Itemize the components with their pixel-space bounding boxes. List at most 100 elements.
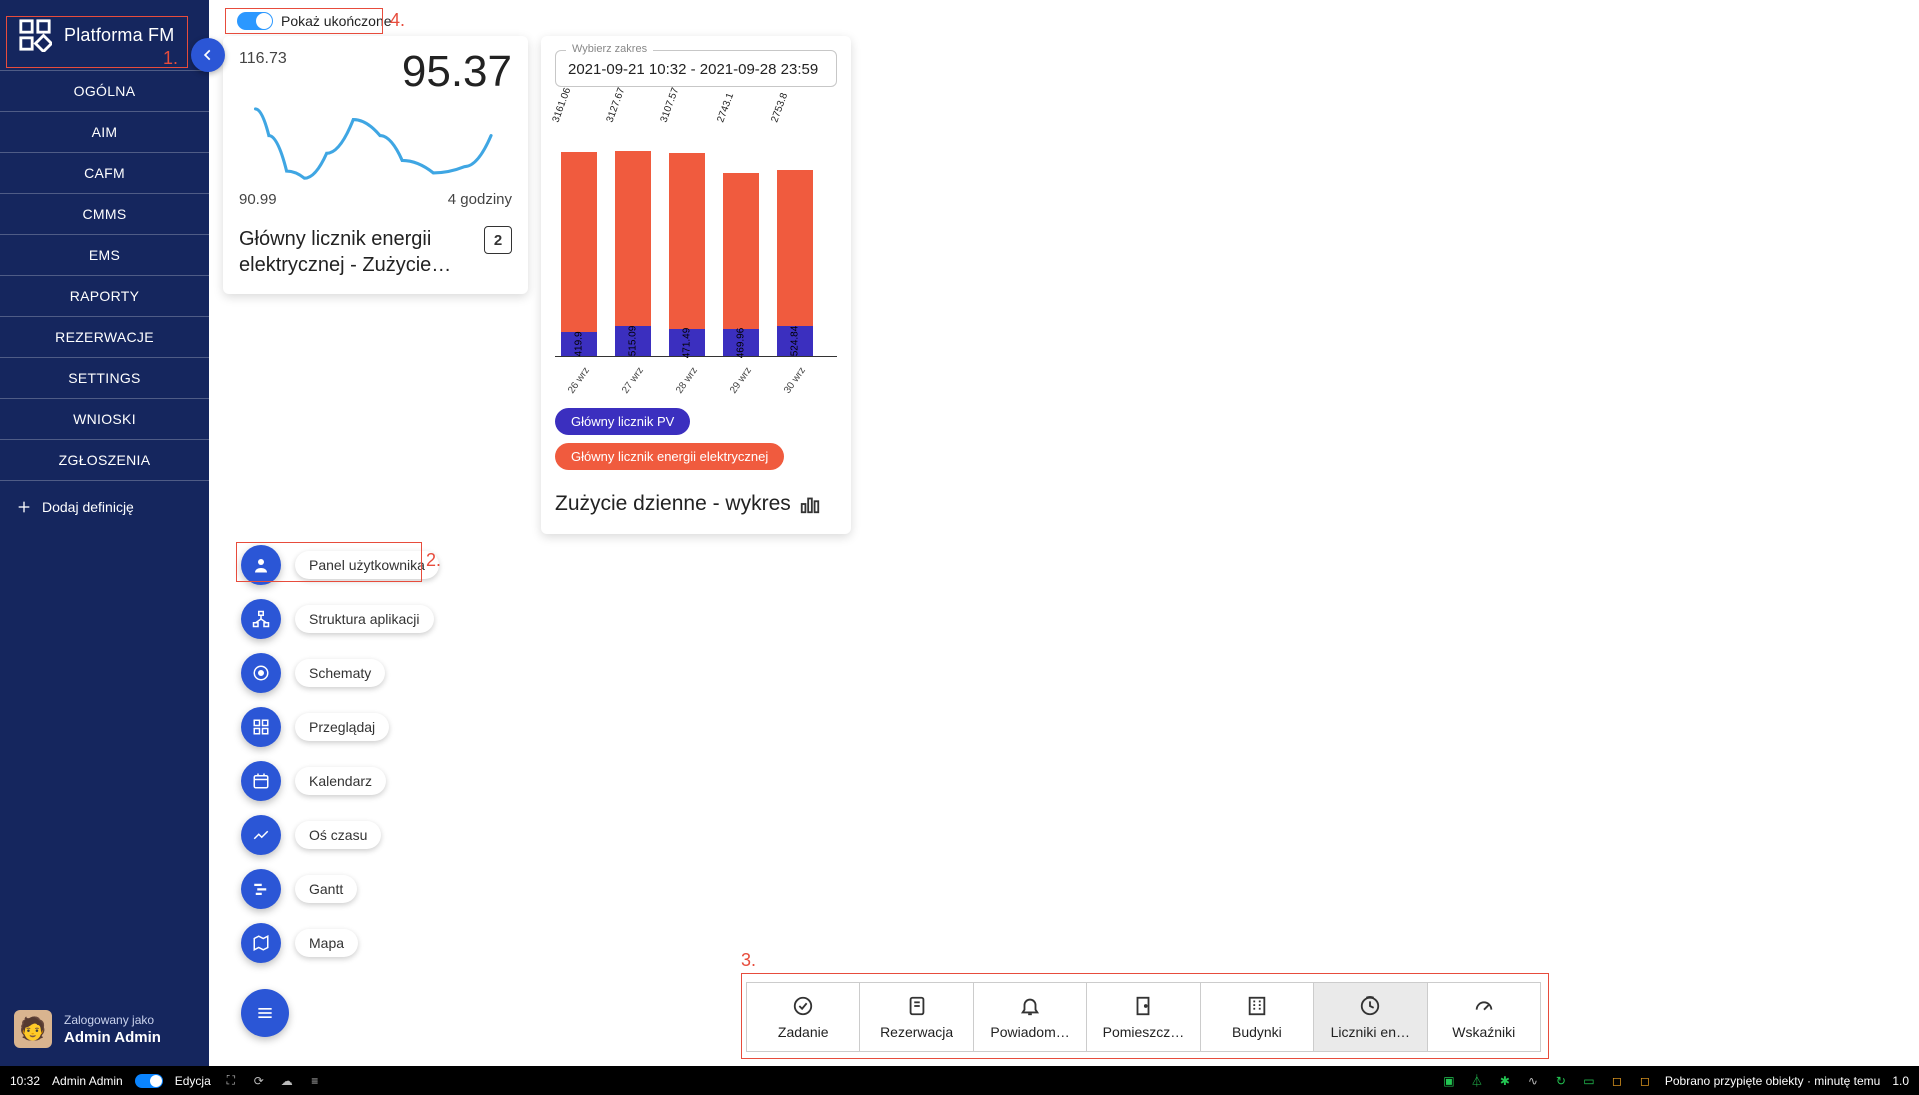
- tab-label: Wskaźniki: [1452, 1024, 1515, 1040]
- timeline-icon: [241, 815, 281, 855]
- fab-schema[interactable]: Schematy: [241, 653, 439, 693]
- tab-meter[interactable]: Liczniki en…: [1314, 983, 1427, 1051]
- sidebar-item-ems[interactable]: EMS: [0, 234, 209, 275]
- cloud-icon[interactable]: ☁: [279, 1073, 295, 1089]
- daily-usage-card[interactable]: Wybierz zakres 2021-09-21 10:32 - 2021-0…: [541, 36, 851, 534]
- tab-label: Powiadom…: [990, 1024, 1069, 1040]
- plus-icon: [16, 499, 32, 515]
- sidebar-item-aim[interactable]: AIM: [0, 111, 209, 152]
- status-time: 10:32: [10, 1074, 40, 1088]
- app-logo-icon: [18, 18, 52, 52]
- toggle-switch-icon: [237, 12, 273, 30]
- range-field-label: Wybierz zakres: [566, 43, 653, 55]
- energy-meter-card[interactable]: 116.73 95.37 90.99 4 godziny Główny licz…: [223, 36, 528, 294]
- sidebar-user[interactable]: 🧑 Zalogowany jako Admin Admin: [0, 998, 209, 1066]
- status-pinned-msg: Pobrano przypięte obiekty · minutę temu: [1665, 1074, 1880, 1088]
- user-logged-as-label: Zalogowany jako: [64, 1013, 161, 1027]
- fab-person[interactable]: Panel użytkownika: [241, 545, 439, 585]
- bar-column: 2743.1469.96: [723, 117, 759, 356]
- tab-building[interactable]: Budynki: [1201, 983, 1314, 1051]
- fab-label: Struktura aplikacji: [295, 605, 434, 633]
- content-area: Pokaż ukończone 116.73 95.37 90.99 4 god…: [209, 0, 1919, 1066]
- bar-column: 3161.06419.9: [561, 117, 597, 356]
- bars-card-title: Zużycie dzienne - wykres: [555, 492, 791, 516]
- annotation-1: 1.: [163, 48, 178, 69]
- tree-icon: [241, 599, 281, 639]
- chevron-left-icon: [201, 48, 215, 62]
- card-filter-icon[interactable]: 2: [484, 226, 512, 254]
- sidebar-item-ogólna[interactable]: OGÓLNA: [0, 70, 209, 111]
- status-icon-link: ∿: [1525, 1073, 1541, 1089]
- fab-label: Panel użytkownika: [295, 551, 439, 579]
- edit-mode-toggle[interactable]: [135, 1074, 163, 1088]
- meter-icon: [1359, 995, 1381, 1020]
- tab-label: Pomieszcz…: [1103, 1024, 1185, 1040]
- tab-door[interactable]: Pomieszcz…: [1087, 983, 1200, 1051]
- list-icon[interactable]: ≡: [307, 1073, 323, 1089]
- legend-chip[interactable]: Główny licznik energii elektrycznej: [555, 443, 784, 470]
- tab-check[interactable]: Zadanie: [747, 983, 860, 1051]
- sidebar-item-zgłoszenia[interactable]: ZGŁOSZENIA: [0, 439, 209, 481]
- add-definition-label: Dodaj definicję: [42, 499, 134, 515]
- status-icon-warn2: ◻: [1637, 1073, 1653, 1089]
- sidebar-item-raporty[interactable]: RAPORTY: [0, 275, 209, 316]
- status-bar: 10:32 Admin Admin Edycja ⛶ ⟳ ☁ ≡ ▣ ⏃ ✱ ∿…: [0, 1066, 1919, 1095]
- tab-label: Liczniki en…: [1331, 1024, 1410, 1040]
- fab-map[interactable]: Mapa: [241, 923, 439, 963]
- fab-label: Gantt: [295, 875, 357, 903]
- fab-label: Oś czasu: [295, 821, 381, 849]
- collapse-sidebar-button[interactable]: [191, 38, 225, 72]
- annotation-4: 4.: [390, 10, 405, 31]
- annotation-3: 3.: [741, 950, 756, 971]
- status-icon-net1: ▣: [1441, 1073, 1457, 1089]
- fab-menu-button[interactable]: [241, 989, 289, 1037]
- quick-create-tabstrip: Zadanie Rezerwacja Powiadom… Pomieszcz… Budy…: [746, 982, 1541, 1052]
- tab-gauge[interactable]: Wskaźniki: [1428, 983, 1540, 1051]
- tab-bell[interactable]: Powiadom…: [974, 983, 1087, 1051]
- fab-grid[interactable]: Przeglądaj: [241, 707, 439, 747]
- add-definition-button[interactable]: Dodaj definicję: [16, 499, 209, 515]
- fab-timeline[interactable]: Oś czasu: [241, 815, 439, 855]
- fab-label: Kalendarz: [295, 767, 386, 795]
- legend-chip[interactable]: Główny licznik PV: [555, 408, 690, 435]
- fab-label: Przeglądaj: [295, 713, 389, 741]
- fab-gantt[interactable]: Gantt: [241, 869, 439, 909]
- map-icon: [241, 923, 281, 963]
- grid-icon: [241, 707, 281, 747]
- date-range-input[interactable]: Wybierz zakres 2021-09-21 10:32 - 2021-0…: [555, 50, 837, 87]
- fullscreen-icon[interactable]: ⛶: [223, 1073, 239, 1089]
- bar-column: 2753.8524.84: [777, 117, 813, 356]
- tab-card[interactable]: Rezerwacja: [860, 983, 973, 1051]
- meter-bottom-right-value: 4 godziny: [448, 191, 512, 208]
- sidebar-item-cmms[interactable]: CMMS: [0, 193, 209, 234]
- calendar-icon: [241, 761, 281, 801]
- sidebar-item-settings[interactable]: SETTINGS: [0, 357, 209, 398]
- sparkline-chart: [239, 100, 512, 180]
- legend-chips: Główny licznik PV Główny licznik energii …: [555, 408, 837, 470]
- status-icon-warn1: ◻: [1609, 1073, 1625, 1089]
- sidebar-item-rezerwacje[interactable]: REZERWACJE: [0, 316, 209, 357]
- check-icon: [792, 995, 814, 1020]
- app-title: Platforma FM: [64, 25, 174, 46]
- fab-label: Schematy: [295, 659, 385, 687]
- door-icon: [1132, 995, 1154, 1020]
- bell-icon: [1019, 995, 1041, 1020]
- range-field-value: 2021-09-21 10:32 - 2021-09-28 23:59: [568, 61, 818, 78]
- fab-calendar[interactable]: Kalendarz: [241, 761, 439, 801]
- status-icon-net2: ⏃: [1469, 1073, 1485, 1089]
- refresh-icon[interactable]: ⟳: [251, 1073, 267, 1089]
- sidebar: Platforma FM OGÓLNAAIMCAFMCMMSEMSRAPORTY…: [0, 0, 209, 1066]
- show-completed-toggle[interactable]: Pokaż ukończone: [229, 8, 400, 34]
- bar-chart-xlabels: 26 wrz27 wrz28 wrz29 wrz30 wrz: [555, 361, 837, 386]
- fab-tree[interactable]: Struktura aplikacji: [241, 599, 439, 639]
- person-icon: [241, 545, 281, 585]
- stacked-bar-chart: 3161.06419.93127.67515.093107.57471.4927…: [555, 117, 837, 357]
- sidebar-item-cafm[interactable]: CAFM: [0, 152, 209, 193]
- avatar: 🧑: [14, 1010, 52, 1048]
- toggle-label: Pokaż ukończone: [281, 13, 392, 29]
- meter-bottom-left-value: 90.99: [239, 191, 277, 208]
- tab-label: Rezerwacja: [880, 1024, 953, 1040]
- sidebar-item-wnioski[interactable]: WNIOSKI: [0, 398, 209, 439]
- status-version: 1.0: [1892, 1074, 1909, 1088]
- card-icon: [906, 995, 928, 1020]
